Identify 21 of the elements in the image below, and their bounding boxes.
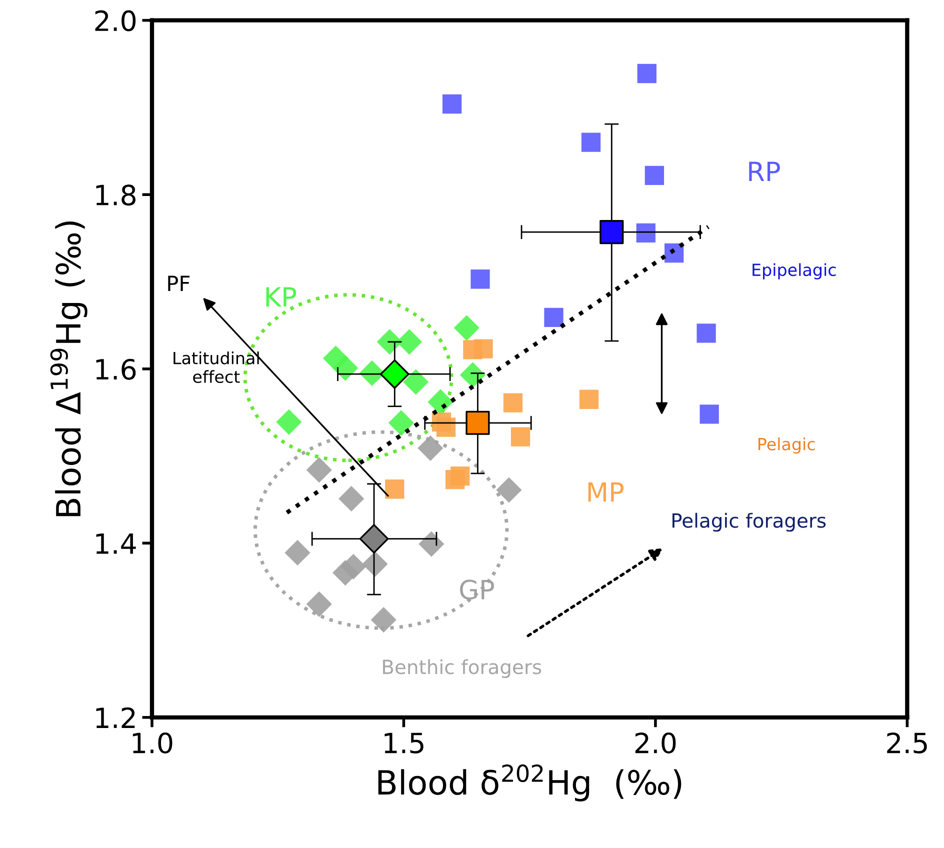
y-tick-label: 1.2	[96, 707, 135, 728]
y-tick-label: 2.0	[95, 10, 136, 32]
annotation: Pelagic	[758, 437, 815, 454]
annotation: Latitudinal effect	[174, 351, 259, 384]
x-tick-label: 1.5	[384, 732, 424, 754]
x-tick-label: 2.0	[635, 732, 676, 754]
x-axis-title: Blood δ$^{202}$Hg (‰)	[378, 764, 682, 802]
y-tick-label: 1.8	[96, 184, 136, 206]
text: RP	[749, 162, 780, 181]
text: MP	[588, 482, 624, 502]
series-label: GP	[460, 580, 494, 600]
y-tick-label: 1.4	[96, 533, 136, 554]
y-axis-title: Blood Δ$^{199}$Hg (‰)	[50, 221, 88, 516]
x-tick-label: 2.5	[887, 732, 927, 754]
annotation: PF	[168, 276, 190, 291]
y-tick-label: 1.6	[96, 358, 136, 380]
x-tick-label: 1.0	[132, 732, 172, 754]
annotation: Benthic foragers	[383, 659, 542, 678]
annotation: Epipelagic	[752, 263, 836, 280]
annotation: Pelagic foragers	[672, 512, 826, 532]
text: KP	[266, 287, 296, 306]
